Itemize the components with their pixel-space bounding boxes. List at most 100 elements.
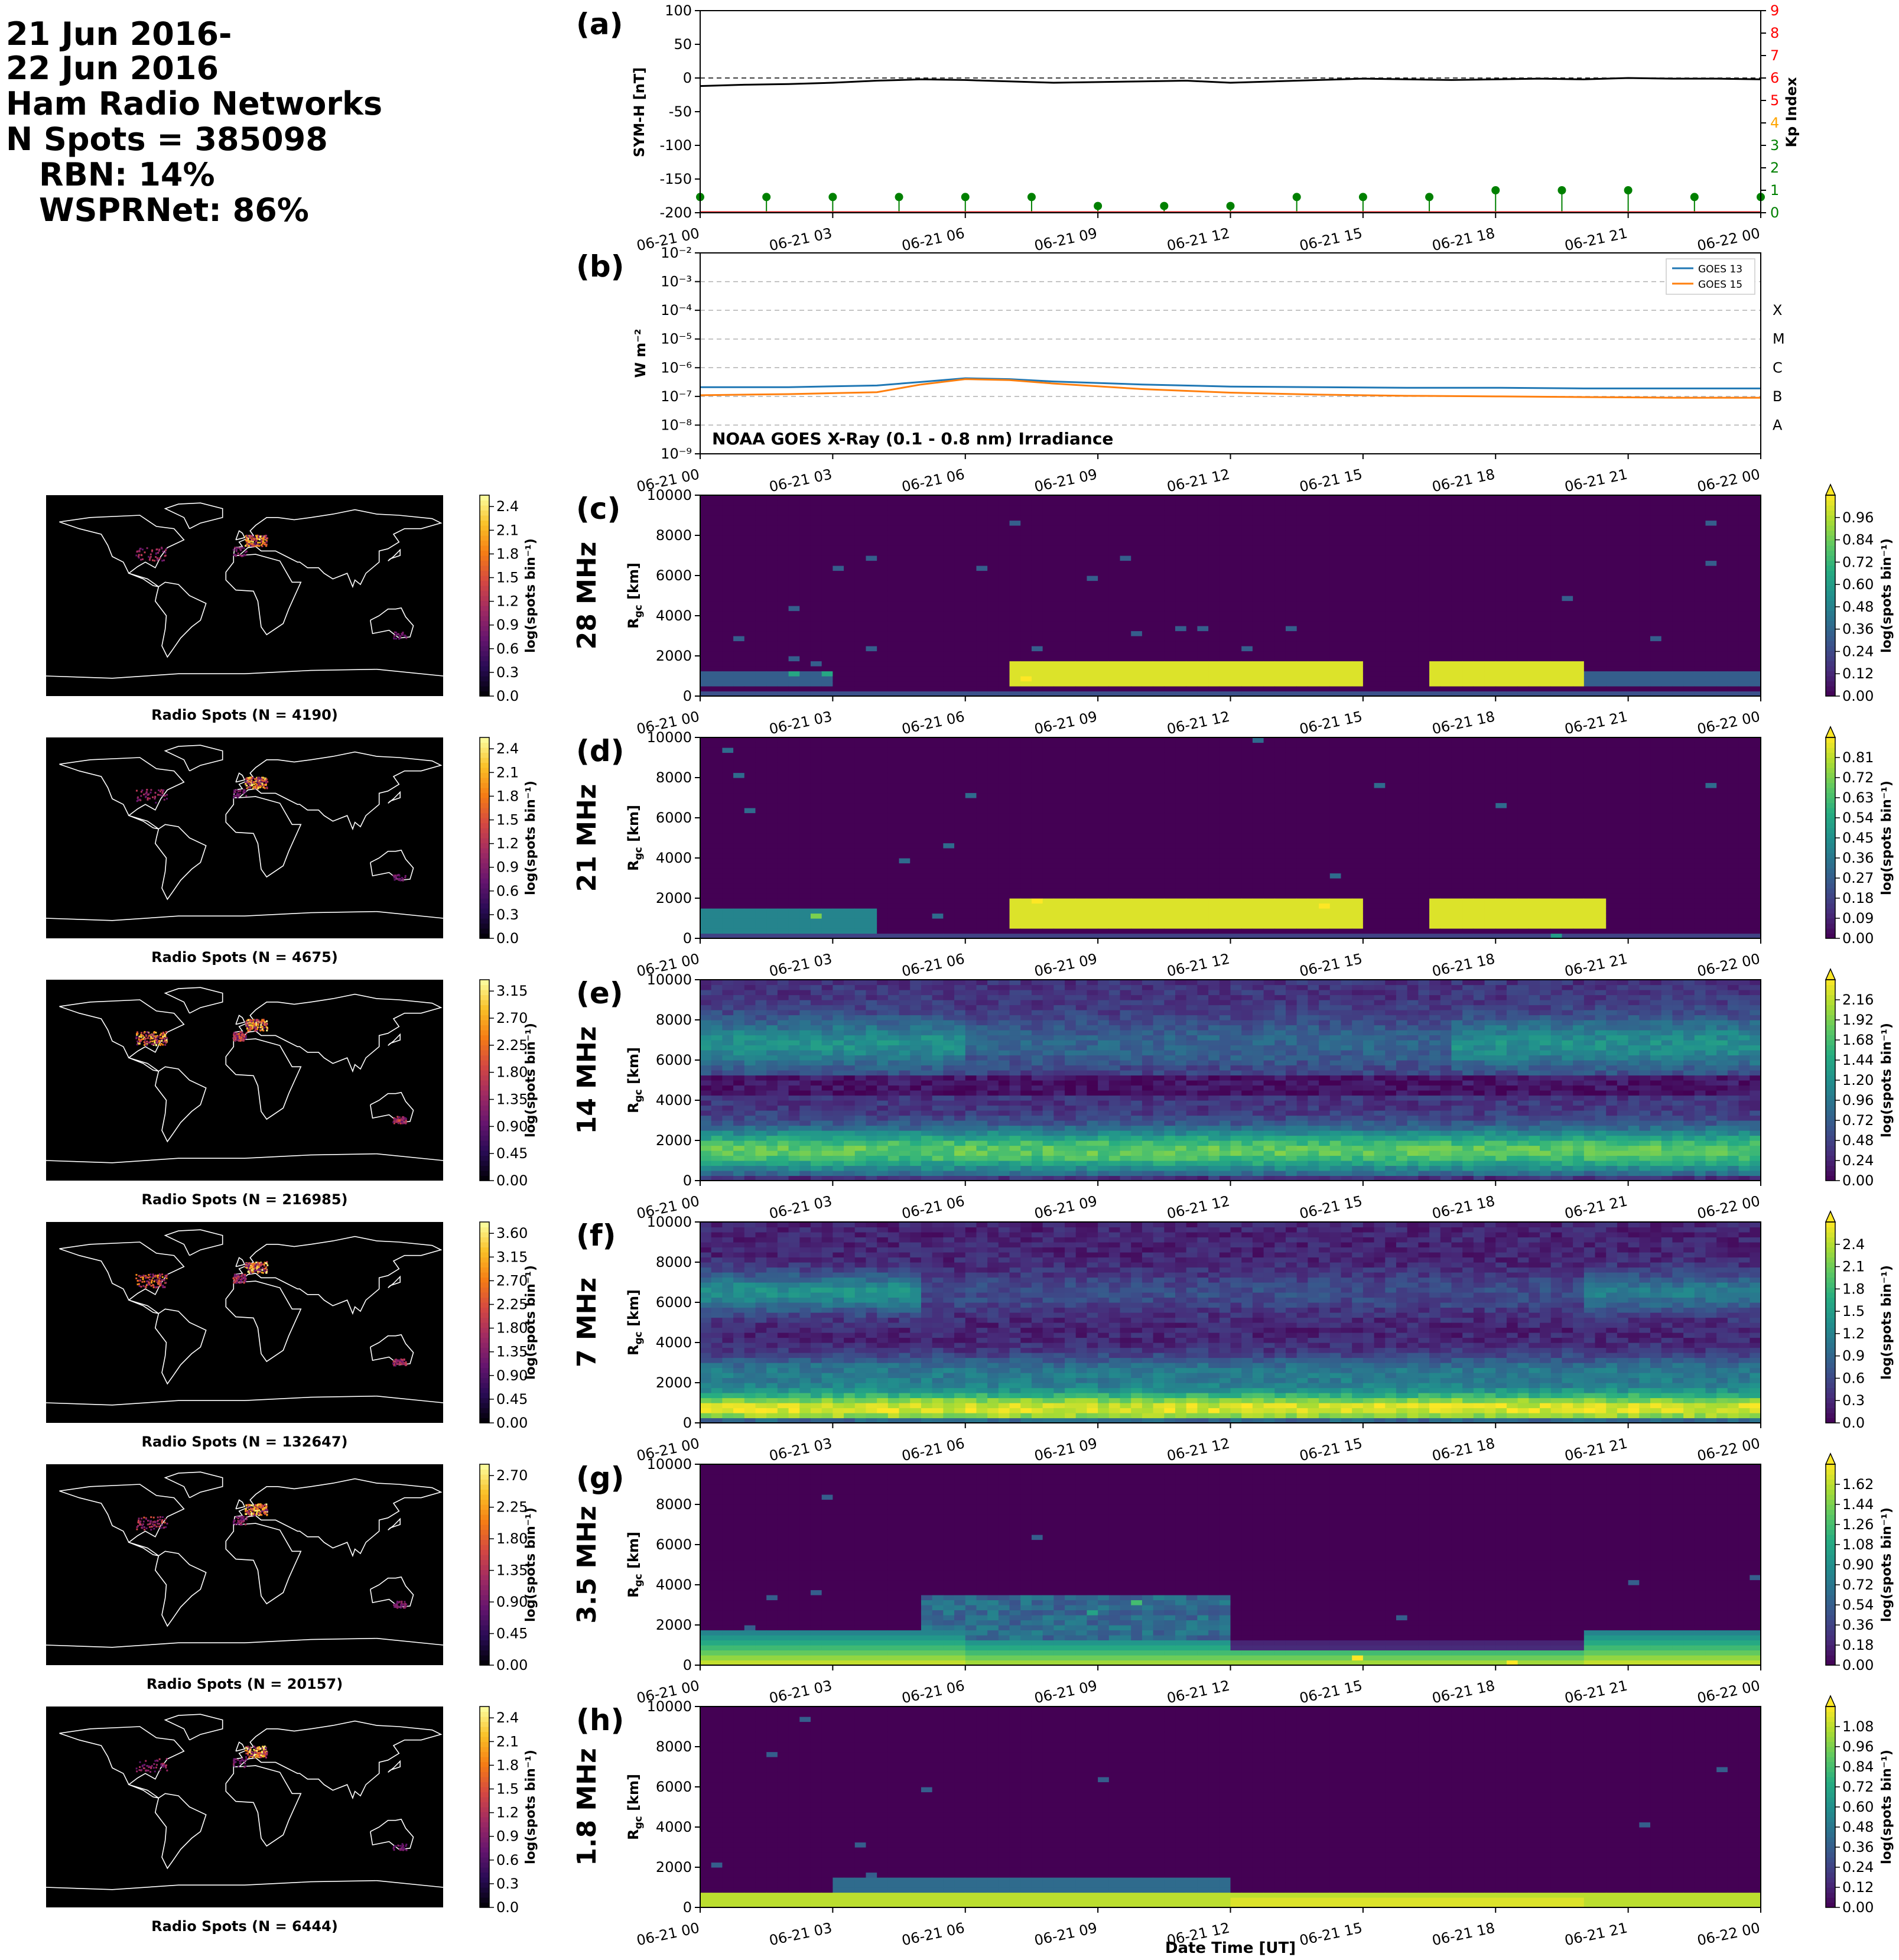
heatmap-cell: [1363, 631, 1374, 636]
heatmap-cell: [999, 581, 1010, 586]
heatmap-cell: [1728, 551, 1739, 556]
heatmap-cell: [1407, 541, 1419, 546]
heatmap-cell: [1120, 596, 1131, 601]
heatmap-cell: [778, 525, 789, 531]
heatmap-cell: [811, 868, 822, 873]
heatmap-cell: [1330, 671, 1341, 677]
heatmap-cell: [1584, 611, 1595, 616]
y-tick-label: -150: [660, 171, 692, 187]
heatmap-cell: [866, 611, 877, 616]
heatmap-cell: [1197, 596, 1208, 601]
heatmap-cell: [1164, 535, 1175, 541]
heatmap-cell: [1716, 581, 1728, 586]
heatmap-cell: [1407, 581, 1419, 586]
heatmap-cell: [1385, 616, 1396, 621]
heatmap-cell: [1109, 666, 1120, 671]
x-tick-label: 06-21 06: [900, 225, 966, 254]
heatmap-cell: [965, 561, 977, 566]
heatmap-cell: [1716, 561, 1728, 566]
heatmap-cell: [1385, 671, 1396, 677]
heatmap-cell: [1065, 616, 1076, 621]
heatmap-cell: [1628, 601, 1640, 606]
heatmap-cell: [1739, 545, 1750, 551]
heatmap-cell: [1474, 571, 1485, 576]
heatmap-cell: [1474, 596, 1485, 601]
heatmap-cell: [1639, 555, 1650, 561]
heatmap-cell: [1573, 641, 1584, 646]
heatmap-cell: [1231, 565, 1242, 571]
heatmap-cell: [1363, 656, 1374, 661]
heatmap-cell: [1495, 606, 1507, 611]
heatmap-cell: [755, 656, 766, 661]
heatmap-cell: [1330, 681, 1341, 687]
heatmap-cell: [1164, 500, 1175, 506]
heatmap-cell: [1341, 616, 1352, 621]
heatmap-cell: [1529, 621, 1540, 626]
heatmap-cell: [1385, 571, 1396, 576]
heatmap-cell: [1253, 636, 1264, 641]
heatmap-cell: [755, 928, 766, 934]
heatmap-cell: [1264, 651, 1275, 656]
heatmap-cell: [1153, 561, 1165, 566]
heatmap-cell: [921, 676, 932, 681]
heatmap-cell: [1661, 525, 1673, 531]
heatmap-cell: [1164, 591, 1175, 596]
heatmap-cell: [1098, 535, 1109, 541]
heatmap-cell: [1661, 626, 1673, 631]
heatmap-cell: [822, 500, 833, 506]
heatmap-cell: [1495, 495, 1507, 500]
heatmap-cell: [811, 783, 822, 788]
heatmap-cell: [1661, 591, 1673, 596]
spot-density-cell: [259, 539, 261, 541]
heatmap-cell: [1485, 561, 1496, 566]
heatmap-cell: [778, 753, 789, 758]
heatmap-cell: [833, 525, 844, 531]
heatmap-cell: [1010, 681, 1021, 687]
heatmap-cell: [711, 596, 723, 601]
heatmap-cell: [799, 813, 811, 818]
heatmap-cell: [987, 611, 999, 616]
heatmap-cell: [811, 686, 822, 691]
heatmap-cell: [822, 863, 833, 869]
heatmap-cell: [1495, 661, 1507, 667]
heatmap-cell: [1661, 561, 1673, 566]
heatmap-cell: [733, 661, 744, 667]
heatmap-cell: [1716, 646, 1728, 651]
heatmap-cell: [1374, 535, 1386, 541]
heatmap-cell: [921, 525, 932, 531]
heatmap-cell: [1695, 525, 1706, 531]
heatmap-cell: [1164, 571, 1175, 576]
heatmap-cell: [722, 576, 733, 581]
heatmap-cell: [1253, 621, 1264, 626]
heatmap-cell: [700, 853, 711, 859]
heatmap-cell: [755, 616, 766, 621]
heatmap-cell: [921, 656, 932, 661]
heatmap-cell: [778, 576, 789, 581]
heatmap-cell: [965, 551, 977, 556]
heatmap-cell: [1308, 515, 1319, 521]
heatmap-cell: [1672, 626, 1683, 631]
heatmap-cell: [1639, 616, 1650, 621]
colorbar-segment: [1826, 656, 1835, 661]
heatmap-cell: [1186, 495, 1198, 500]
heatmap-cell: [1396, 531, 1407, 536]
heatmap-cell: [1716, 621, 1728, 626]
heatmap-cell: [811, 651, 822, 656]
heatmap-cell: [711, 928, 723, 934]
heatmap-cell: [789, 555, 800, 561]
heatmap-cell: [954, 661, 965, 667]
heatmap-cell: [965, 495, 977, 500]
heatmap-cell: [943, 666, 954, 671]
heatmap-cell: [1639, 611, 1650, 616]
spot-density-cell: [150, 556, 152, 558]
heatmap-cell: [1617, 621, 1628, 626]
heatmap-cell: [822, 773, 833, 778]
heatmap-cell: [1507, 515, 1518, 521]
heatmap-cell: [1197, 616, 1208, 621]
heatmap-cell: [700, 681, 711, 687]
heatmap-cell: [965, 621, 977, 626]
heatmap-cell: [888, 561, 899, 566]
heatmap-cell: [744, 818, 756, 823]
heatmap-cell: [1164, 656, 1175, 661]
heatmap-cell: [1120, 646, 1131, 651]
